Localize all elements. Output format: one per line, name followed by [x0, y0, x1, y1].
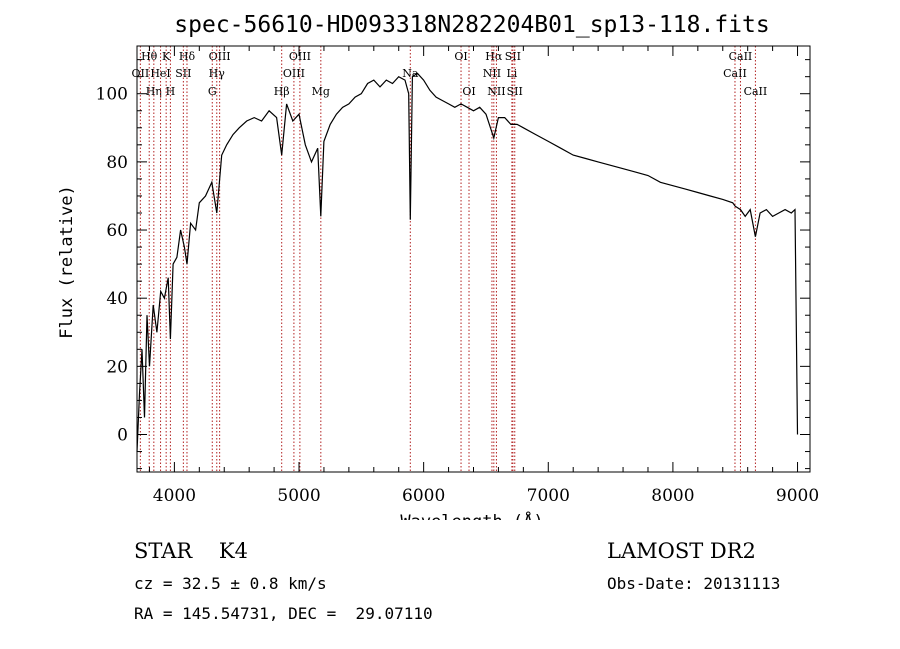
x-tick-label: 4000: [153, 486, 196, 506]
line-label-nii: NII: [483, 67, 501, 80]
line-label-hη: Hη: [146, 85, 162, 98]
spectrum-line: [136, 72, 799, 452]
obs-date: Obs-Date: 20131113: [607, 574, 781, 593]
x-axis-label: Wavelength (Å): [400, 510, 543, 520]
line-label-li: Li: [506, 67, 517, 80]
line-label-hβ: Hβ: [274, 85, 290, 98]
y-tick-label: 40: [106, 289, 128, 309]
line-label-oiii: OIII: [283, 67, 305, 80]
y-tick-label: 80: [106, 153, 128, 173]
line-label-oiii: OIII: [289, 50, 311, 63]
line-label-hγ: Hγ: [209, 67, 226, 80]
line-label-k: K: [162, 50, 171, 63]
line-label-caii: CaII: [729, 50, 753, 63]
plot-frame: [136, 45, 811, 473]
object-class: STAR K4: [134, 539, 248, 563]
line-label-nii: NII: [487, 85, 505, 98]
y-axis-label: Flux (relative): [57, 185, 77, 339]
line-label-oiii: OIII: [209, 50, 231, 63]
x-tick-label: 9000: [776, 486, 819, 506]
y-tick-label: 20: [106, 357, 128, 377]
line-label-caii: CaII: [744, 85, 768, 98]
line-label-hθ: Hθ: [141, 50, 158, 63]
line-label-oi: OI: [462, 85, 475, 98]
y-tick-label: 60: [106, 221, 128, 241]
redshift-cz: cz = 32.5 ± 0.8 km/s: [134, 574, 327, 593]
ra-dec: RA = 145.54731, DEC = 29.07110: [134, 604, 433, 623]
line-label-sii: SII: [175, 67, 191, 80]
x-tick-label: 5000: [277, 486, 320, 506]
line-label-sii: SII: [505, 50, 521, 63]
x-tick-label: 8000: [651, 486, 694, 506]
line-label-oi: OI: [454, 50, 467, 63]
x-tick-label: 7000: [527, 486, 570, 506]
y-tick-label: 100: [96, 85, 128, 105]
spectral-line-markers: Hθ OII Hη K HeI H Hδ SII OIII Hγ G OIII OIII Hβ Mg Na OI…: [132, 46, 768, 472]
line-label-h: H: [166, 85, 176, 98]
chart-title: spec-56610-HD093318N282204B01_sp13-118.f…: [174, 12, 769, 38]
line-label-g: G: [208, 85, 217, 98]
spectrum-chart: spec-56610-HD093318N282204B01_sp13-118.f…: [57, 12, 819, 520]
line-label-sii: SII: [507, 85, 523, 98]
line-label-mg: Mg: [312, 85, 330, 98]
y-tick-label: 0: [117, 426, 128, 446]
y-axis: 0 20 40 60 80 100: [96, 59, 810, 470]
survey-name: LAMOST DR2: [607, 539, 756, 563]
line-label-oii: OII: [132, 67, 150, 80]
x-tick-label: 6000: [402, 486, 445, 506]
line-label-hei: HeI: [150, 67, 170, 80]
x-axis: 4000 5000 6000 7000 8000 9000: [148, 46, 819, 506]
line-label-na: Na: [402, 67, 419, 80]
line-label-hα: Hα: [485, 50, 503, 63]
line-label-caii: CaII: [723, 67, 747, 80]
line-label-hδ: Hδ: [179, 50, 196, 63]
